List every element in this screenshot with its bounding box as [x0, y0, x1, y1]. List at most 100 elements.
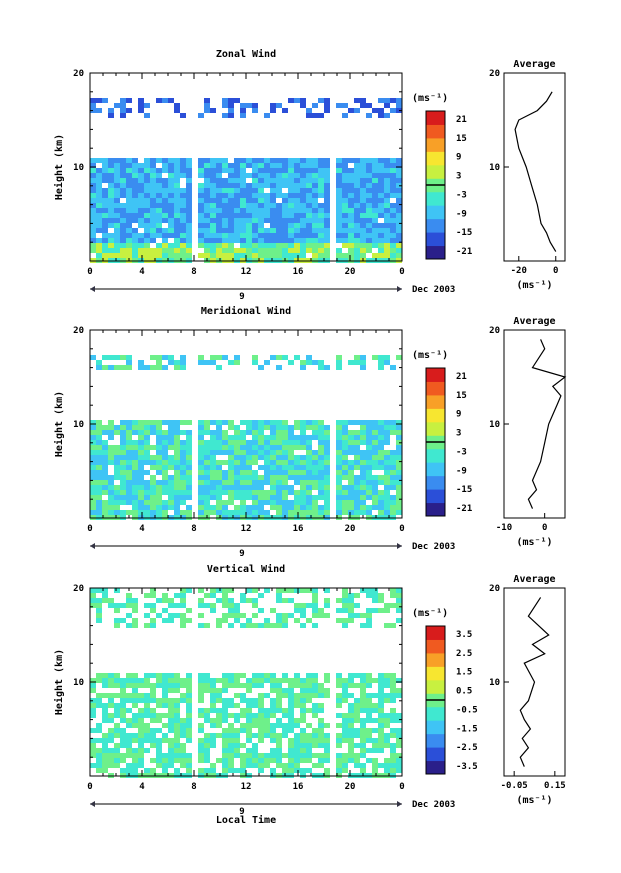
heatmap-cell	[282, 233, 288, 238]
heatmap-cell	[96, 445, 102, 450]
heatmap-cell	[366, 510, 372, 515]
heatmap-cell	[324, 738, 330, 743]
heatmap-cell	[102, 243, 108, 248]
heatmap-cell	[264, 758, 270, 763]
heatmap-cell	[204, 248, 210, 253]
heatmap-cell	[318, 688, 324, 693]
heatmap-cell	[90, 198, 96, 203]
heatmap-cell	[174, 738, 180, 743]
heatmap-cell	[354, 163, 360, 168]
heatmap-cell	[282, 623, 288, 628]
heatmap-cell	[234, 490, 240, 495]
heatmap-cell	[312, 593, 318, 598]
heatmap-cell	[294, 608, 300, 613]
heatmap-cell	[90, 505, 96, 510]
heatmap-cell	[156, 253, 162, 258]
heatmap-cell	[186, 188, 192, 193]
heatmap-cell	[288, 743, 294, 748]
heatmap-cell	[294, 465, 300, 470]
heatmap-cell	[288, 753, 294, 758]
heatmap-cell	[186, 208, 192, 213]
heatmap-cell	[306, 465, 312, 470]
heatmap-cell	[354, 733, 360, 738]
heatmap-cell	[222, 183, 228, 188]
heatmap-cell	[198, 188, 204, 193]
heatmap-cell	[144, 728, 150, 733]
heatmap-cell	[96, 758, 102, 763]
heatmap-cell	[162, 688, 168, 693]
heatmap-cell	[306, 470, 312, 475]
heatmap-cell	[138, 108, 144, 113]
heatmap-cell	[102, 598, 108, 603]
y-axis-label: Height (km)	[53, 134, 65, 200]
heatmap-cell	[354, 510, 360, 515]
heatmap-cell	[108, 108, 114, 113]
heatmap-cell	[312, 708, 318, 713]
heatmap-cell	[108, 168, 114, 173]
heatmap-cell	[246, 623, 252, 628]
heatmap-cell	[132, 475, 138, 480]
heatmap-cell	[108, 603, 114, 608]
heatmap-cell	[198, 213, 204, 218]
heatmap-cell	[384, 218, 390, 223]
heatmap-cell	[198, 243, 204, 248]
heatmap-cell	[318, 248, 324, 253]
heatmap-cell	[174, 430, 180, 435]
heatmap-cell	[234, 203, 240, 208]
heatmap-cell	[234, 718, 240, 723]
heatmap-cell	[312, 713, 318, 718]
heatmap-cell	[264, 673, 270, 678]
heatmap-cell	[162, 733, 168, 738]
heatmap-cells	[90, 588, 402, 778]
heatmap-cell	[318, 510, 324, 515]
heatmap-cell	[132, 203, 138, 208]
heatmap-cell	[336, 430, 342, 435]
heatmap-cell	[336, 758, 342, 763]
heatmap-cell	[150, 718, 156, 723]
heatmap-cell	[210, 158, 216, 163]
heatmap-cell	[378, 445, 384, 450]
heatmap-cell	[198, 713, 204, 718]
heatmap-cell	[114, 510, 120, 515]
heatmap-cell	[270, 728, 276, 733]
heatmap-cell	[222, 248, 228, 253]
y-axis-label: Height (km)	[53, 391, 65, 457]
heatmap-cell	[288, 758, 294, 763]
heatmap-cell	[108, 188, 114, 193]
heatmap-cell	[384, 183, 390, 188]
heatmap-cell	[144, 103, 150, 108]
heatmap-cell	[264, 208, 270, 213]
heatmap-cell	[156, 158, 162, 163]
heatmap-cell	[174, 163, 180, 168]
heatmap-cell	[156, 233, 162, 238]
heatmap-cell	[342, 688, 348, 693]
heatmap-cell	[324, 103, 330, 108]
heatmap-cell	[114, 678, 120, 683]
heatmap-cell	[252, 748, 258, 753]
heatmap-cell	[252, 243, 258, 248]
heatmap-cell	[300, 698, 306, 703]
heatmap-cell	[264, 163, 270, 168]
colorbar-tick-label: -9	[456, 466, 467, 476]
heatmap-cell	[186, 733, 192, 738]
heatmap-cell	[156, 168, 162, 173]
heatmap-cell	[228, 208, 234, 213]
heatmap-cell	[300, 455, 306, 460]
heatmap-cell	[342, 683, 348, 688]
heatmap-cell	[312, 678, 318, 683]
heatmap-cell	[216, 618, 222, 623]
heatmap-cell	[234, 753, 240, 758]
heatmap-cell	[216, 460, 222, 465]
heatmap-cell	[126, 490, 132, 495]
heatmap-cell	[120, 178, 126, 183]
heatmap-cell	[108, 208, 114, 213]
heatmap-cell	[336, 213, 342, 218]
heatmap-cell	[246, 223, 252, 228]
heatmap-cell	[270, 748, 276, 753]
x-tick-label: 12	[241, 524, 252, 534]
heatmap-cell	[360, 768, 366, 773]
heatmap-cell	[234, 748, 240, 753]
heatmap-cell	[90, 435, 96, 440]
heatmap-cell	[360, 163, 366, 168]
heatmap-cell	[348, 183, 354, 188]
